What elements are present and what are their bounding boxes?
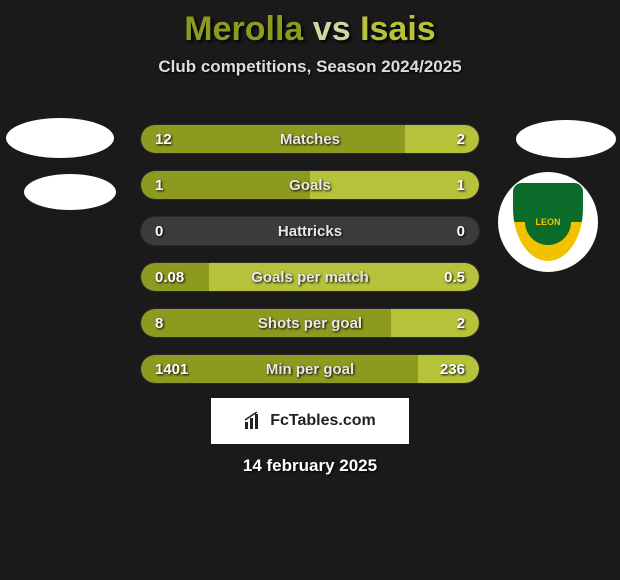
stat-value-right: 2	[457, 125, 465, 153]
bar-right-fill	[209, 263, 479, 291]
bar-right-fill	[391, 309, 479, 337]
stat-row: 122Matches	[140, 124, 480, 154]
stat-value-right: 0.5	[444, 263, 465, 291]
bar-right-fill	[310, 171, 479, 199]
player-left-avatar-placeholder	[6, 118, 114, 158]
comparison-bars: 122Matches11Goals00Hattricks0.080.5Goals…	[140, 124, 480, 400]
stat-value-right: 0	[457, 217, 465, 245]
stat-value-right: 236	[440, 355, 465, 383]
stat-value-left: 0	[155, 217, 163, 245]
title-vs: vs	[313, 10, 351, 48]
club-leon-label: LEON	[525, 199, 571, 245]
bar-left-fill	[141, 171, 310, 199]
club-leon-badge: LEON	[513, 183, 583, 261]
stat-value-left: 8	[155, 309, 163, 337]
stat-row: 82Shots per goal	[140, 308, 480, 338]
bar-right-fill	[405, 125, 479, 153]
title-player-left: Merolla	[184, 10, 303, 48]
comparison-title: Merolla vs Isais	[0, 0, 620, 57]
brand-badge: FcTables.com	[211, 398, 409, 444]
bar-left-fill	[141, 125, 405, 153]
stat-value-left: 12	[155, 125, 172, 153]
stat-row: 1401236Min per goal	[140, 354, 480, 384]
stat-value-right: 1	[457, 171, 465, 199]
stat-row: 0 0Hattricks	[140, 216, 480, 246]
stat-value-left: 1401	[155, 355, 188, 383]
stat-value-left: 1	[155, 171, 163, 199]
chart-icon	[244, 412, 264, 430]
stat-label: Hattricks	[141, 217, 479, 245]
stat-value-left: 0.08	[155, 263, 184, 291]
stat-row: 11Goals	[140, 170, 480, 200]
player-right-avatar-placeholder	[516, 120, 616, 158]
player-right-club-badge: LEON	[498, 172, 598, 272]
subtitle: Club competitions, Season 2024/2025	[0, 57, 620, 77]
stat-value-right: 2	[457, 309, 465, 337]
title-player-right: Isais	[360, 10, 436, 48]
player-left-club-placeholder	[24, 174, 116, 210]
bar-left-fill	[141, 309, 391, 337]
brand-label: FcTables.com	[270, 412, 376, 430]
date-label: 14 february 2025	[0, 456, 620, 476]
stat-row: 0.080.5Goals per match	[140, 262, 480, 292]
